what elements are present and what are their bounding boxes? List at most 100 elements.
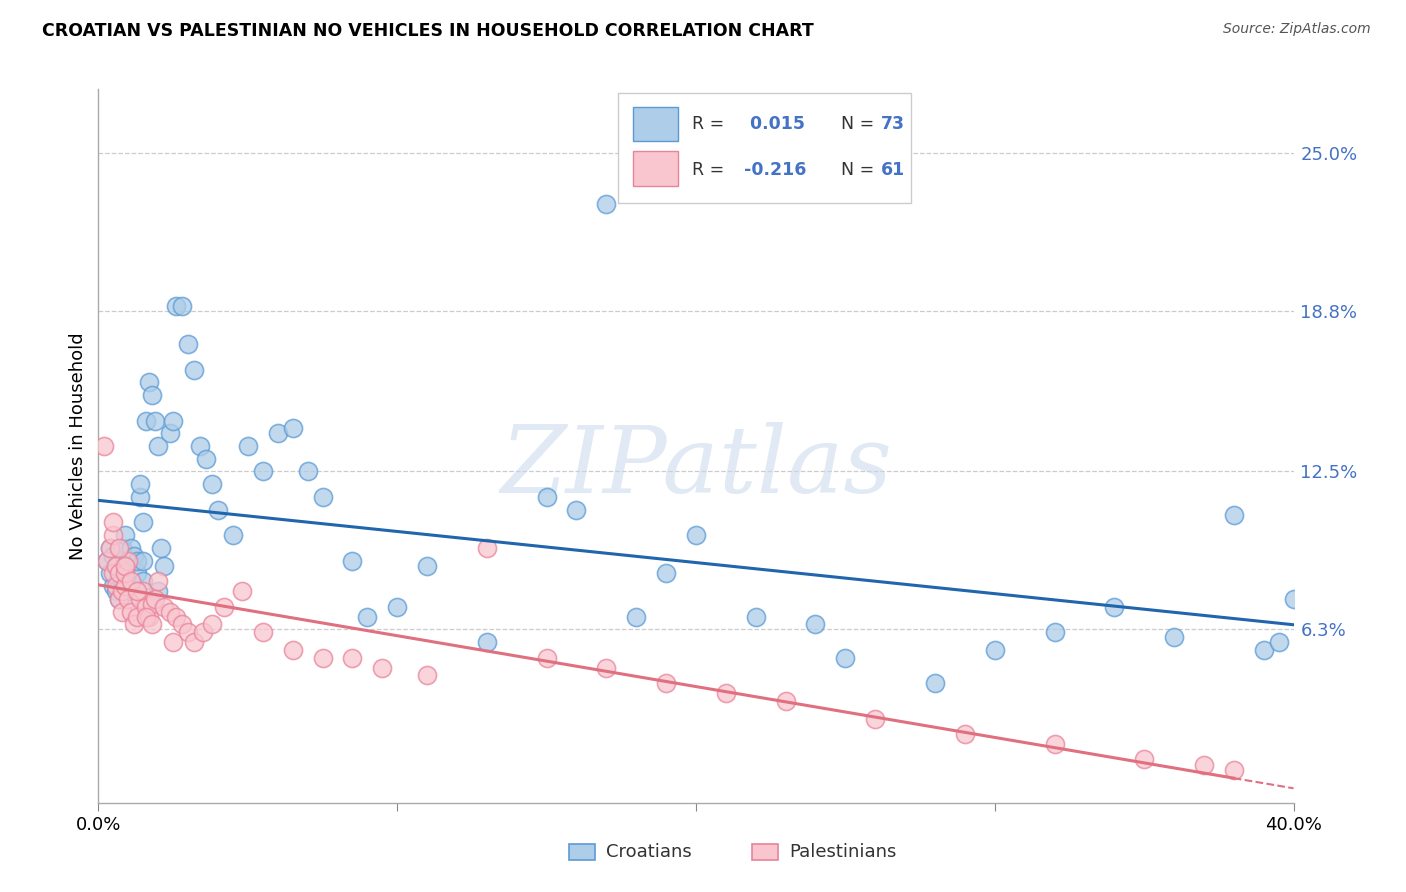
Point	[127, 566, 149, 581]
Point	[93, 439, 115, 453]
Point	[111, 584, 134, 599]
Bar	[752, 844, 778, 860]
Point	[127, 609, 149, 624]
Point	[129, 477, 152, 491]
FancyBboxPatch shape	[633, 152, 678, 186]
Point	[114, 566, 136, 581]
Point	[129, 591, 152, 606]
Point	[1223, 763, 1246, 777]
Point	[120, 574, 142, 588]
FancyBboxPatch shape	[619, 93, 911, 203]
Text: Palestinians: Palestinians	[789, 843, 896, 861]
Text: R =: R =	[692, 161, 730, 178]
Point	[114, 558, 136, 573]
Point	[165, 299, 187, 313]
Point	[207, 502, 229, 516]
Point	[141, 388, 163, 402]
Point	[201, 477, 224, 491]
Point	[475, 635, 498, 649]
Point	[714, 686, 737, 700]
Point	[100, 541, 122, 555]
Text: N =: N =	[830, 161, 880, 178]
Point	[108, 591, 131, 606]
Point	[924, 676, 946, 690]
Point	[1104, 599, 1126, 614]
Point	[1267, 635, 1289, 649]
Point	[475, 541, 498, 555]
Point	[212, 599, 235, 614]
Point	[188, 439, 211, 453]
Point	[148, 574, 170, 588]
Point	[626, 609, 648, 624]
Text: ZIPatlas: ZIPatlas	[501, 423, 891, 512]
Point	[114, 528, 136, 542]
Point	[141, 597, 163, 611]
Point	[108, 554, 131, 568]
Point	[162, 413, 184, 427]
Point	[655, 566, 678, 581]
Point	[127, 584, 149, 599]
Point	[162, 635, 184, 649]
Point	[595, 661, 617, 675]
Point	[342, 554, 364, 568]
Point	[111, 574, 134, 588]
Point	[416, 558, 439, 573]
FancyBboxPatch shape	[633, 107, 678, 141]
Point	[1043, 625, 1066, 640]
Y-axis label: No Vehicles in Household: No Vehicles in Household	[69, 332, 87, 560]
Point	[177, 337, 200, 351]
Bar	[569, 844, 595, 860]
Point	[1223, 508, 1246, 522]
Point	[96, 554, 118, 568]
Point	[775, 694, 797, 708]
Point	[685, 528, 707, 542]
Point	[120, 605, 142, 619]
Point	[172, 617, 194, 632]
Point	[103, 549, 125, 563]
Point	[1043, 737, 1066, 751]
Point	[1253, 643, 1275, 657]
Point	[103, 579, 125, 593]
Point	[138, 376, 160, 390]
Point	[105, 579, 128, 593]
Point	[153, 599, 176, 614]
Point	[141, 617, 163, 632]
Point	[117, 584, 139, 599]
Point	[195, 451, 218, 466]
Point	[108, 541, 131, 555]
Point	[1282, 591, 1305, 606]
Point	[172, 299, 194, 313]
Point	[565, 502, 588, 516]
Point	[252, 625, 274, 640]
Point	[124, 617, 146, 632]
Point	[124, 579, 146, 593]
Point	[416, 668, 439, 682]
Point	[267, 426, 290, 441]
Point	[103, 516, 125, 530]
Point	[100, 566, 122, 581]
Point	[105, 558, 128, 573]
Point	[536, 650, 558, 665]
Point	[595, 197, 617, 211]
Point	[129, 490, 152, 504]
Text: 73: 73	[882, 115, 905, 133]
Point	[111, 605, 134, 619]
Point	[143, 591, 166, 606]
Point	[984, 643, 1007, 657]
Point	[135, 599, 157, 614]
Point	[132, 516, 155, 530]
Point	[953, 727, 976, 741]
Point	[385, 599, 409, 614]
Point	[1192, 757, 1215, 772]
Point	[281, 643, 304, 657]
Point	[143, 413, 166, 427]
Point	[103, 566, 125, 581]
Point	[281, 421, 304, 435]
Point	[96, 554, 118, 568]
Point	[201, 617, 224, 632]
Point	[114, 564, 136, 578]
Point	[342, 650, 364, 665]
Point	[183, 362, 205, 376]
Point	[311, 650, 333, 665]
Point	[132, 574, 155, 588]
